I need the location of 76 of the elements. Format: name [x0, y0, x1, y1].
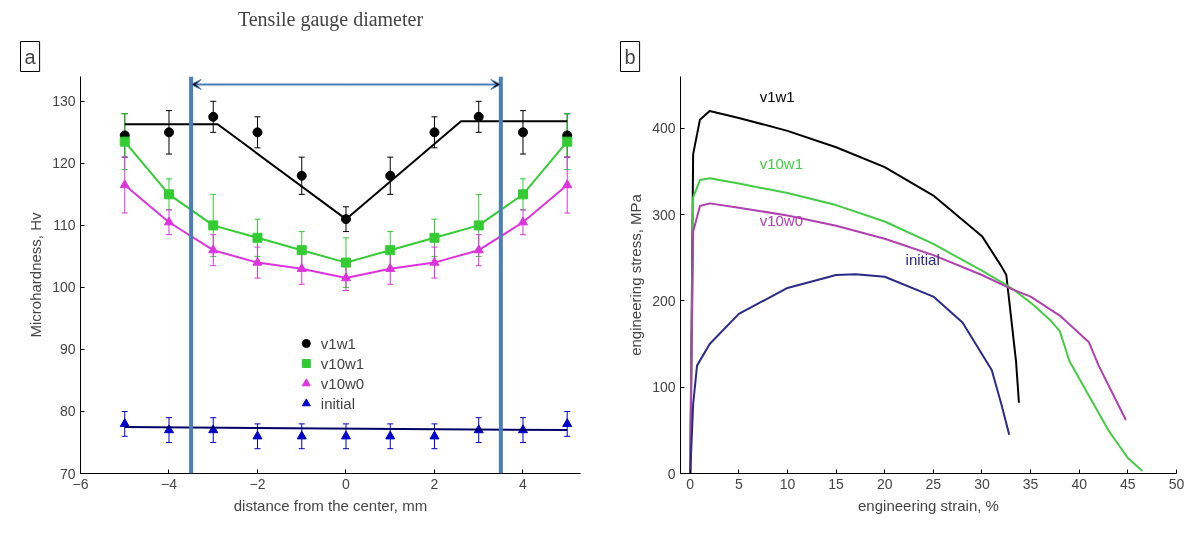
series-label: v10w1 — [759, 155, 804, 173]
y-tick-label: 90 — [59, 341, 76, 358]
point — [296, 263, 307, 272]
x-tick-label: 30 — [974, 475, 990, 492]
x-tick-label: 40 — [1071, 475, 1088, 492]
x-tick-label: 50 — [1168, 475, 1185, 492]
point — [119, 179, 130, 189]
x-tick-label: 10 — [779, 475, 796, 492]
point — [164, 127, 174, 138]
point — [340, 257, 351, 268]
y-tick-label: 200 — [652, 292, 676, 309]
x-tick-label: 4 — [519, 475, 528, 492]
point — [429, 127, 440, 138]
point — [517, 189, 528, 200]
point — [208, 111, 219, 122]
y-tick-label: 130 — [52, 93, 76, 110]
series-label: v10w0 — [759, 212, 804, 230]
point — [296, 170, 307, 181]
point — [429, 232, 440, 243]
x-tick-label: 5 — [734, 475, 743, 492]
x-tick-label: 45 — [1120, 475, 1136, 492]
point — [473, 111, 484, 122]
x-tick-label: −4 — [161, 475, 178, 492]
point — [517, 127, 528, 138]
point — [562, 136, 573, 147]
point — [340, 272, 351, 282]
point — [252, 430, 263, 440]
x-tick-label: 20 — [876, 475, 893, 492]
point — [385, 170, 396, 181]
point — [208, 220, 219, 231]
point — [164, 216, 174, 226]
y-tick-label: 300 — [652, 206, 676, 223]
text: Tensile gauge diameter — [237, 7, 424, 31]
x-axis-title: distance from the center, mm — [233, 496, 428, 514]
point — [429, 430, 440, 440]
y-axis-title: Microhardness, Hv — [27, 211, 45, 338]
series-label: v1w1 — [759, 88, 795, 106]
y-tick-label: 70 — [59, 465, 76, 482]
legend-label: initial — [320, 394, 356, 412]
y-tick-label: 110 — [53, 217, 76, 234]
point — [562, 418, 573, 427]
y-axis-title: engineering stress, MPa — [627, 193, 645, 356]
legend-label: v10w1 — [320, 354, 365, 372]
legend-label: v1w1 — [320, 334, 356, 352]
text: b — [624, 45, 636, 68]
point — [385, 263, 396, 272]
point — [164, 189, 174, 200]
point — [385, 430, 396, 440]
y-tick-label: 80 — [59, 403, 76, 420]
point — [296, 430, 307, 440]
point — [252, 232, 263, 243]
x-tick-label: 0 — [342, 475, 351, 492]
point — [562, 179, 573, 189]
point — [473, 220, 484, 231]
x-tick-label: 15 — [828, 475, 845, 492]
x-tick-label: −2 — [249, 475, 266, 492]
y-tick-label: 400 — [652, 120, 676, 137]
x-tick-label: 0 — [686, 475, 695, 492]
point — [517, 216, 528, 226]
point — [119, 418, 130, 427]
series-label: initial — [905, 251, 940, 269]
x-tick-label: 2 — [430, 475, 439, 492]
text: a — [24, 45, 37, 68]
y-tick-label: 100 — [52, 279, 76, 296]
point — [119, 136, 130, 147]
y-tick-label: 120 — [52, 155, 76, 172]
point — [340, 430, 351, 440]
point — [385, 245, 396, 256]
x-tick-label: 35 — [1022, 475, 1039, 492]
x-tick-label: 25 — [925, 475, 942, 492]
line-series — [689, 273, 1011, 474]
legend-label: v10w0 — [320, 374, 365, 392]
point — [296, 245, 307, 256]
point — [252, 127, 263, 138]
x-axis-title: engineering strain, % — [858, 496, 999, 514]
y-tick-label: 100 — [652, 379, 676, 396]
